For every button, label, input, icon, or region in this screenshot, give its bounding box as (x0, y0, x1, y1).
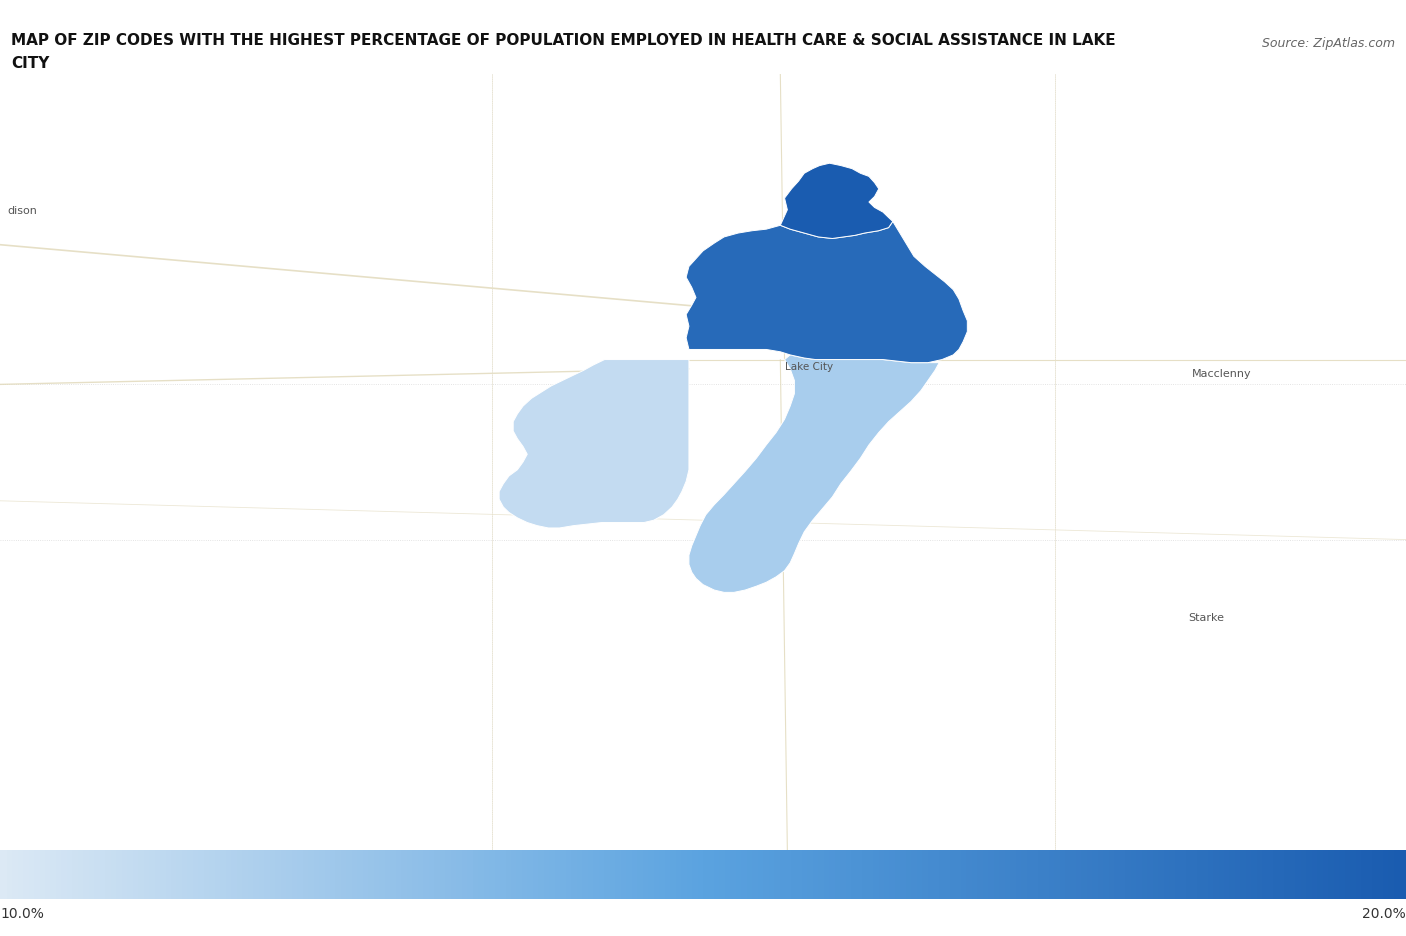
Text: Macclenny: Macclenny (1192, 369, 1251, 378)
Text: dison: dison (7, 206, 37, 215)
Polygon shape (689, 356, 939, 592)
Text: Starke: Starke (1188, 612, 1225, 622)
Text: MAP OF ZIP CODES WITH THE HIGHEST PERCENTAGE OF POPULATION EMPLOYED IN HEALTH CA: MAP OF ZIP CODES WITH THE HIGHEST PERCEN… (11, 33, 1116, 48)
Polygon shape (686, 222, 967, 363)
Text: 10.0%: 10.0% (0, 906, 44, 920)
Text: 20.0%: 20.0% (1362, 906, 1406, 920)
Text: Lake City: Lake City (785, 361, 832, 372)
Polygon shape (780, 164, 893, 240)
Text: Source: ZipAtlas.com: Source: ZipAtlas.com (1261, 37, 1395, 51)
Text: CITY: CITY (11, 56, 49, 71)
Polygon shape (499, 360, 689, 529)
